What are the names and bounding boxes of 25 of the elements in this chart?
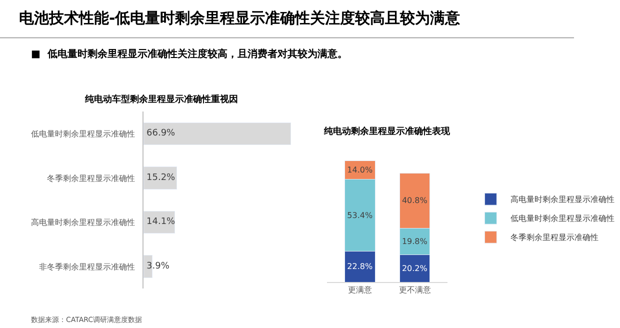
data-label: 3.9% — [146, 262, 170, 272]
data-label: 20.2% — [402, 264, 428, 273]
data-label: 66.9% — [146, 128, 176, 139]
y-tick-label: 冬季剩余里程显示准确性 — [46, 174, 135, 183]
data-label: 40.8% — [402, 196, 428, 206]
data-label: 53.4% — [347, 210, 373, 220]
legend-label: 低电量时剩余里程显示准确性 — [510, 214, 615, 224]
y-tick-label: 低电量时剩余里程显示准确性 — [30, 129, 135, 138]
data-label: 14.1% — [146, 217, 176, 228]
text: 电池技术性能-低电量时剩余里程显示准确性关注度较高且较为满意 — [19, 9, 462, 27]
chart-title: 纯电动车型剩余里程显示准确性重视因 — [84, 94, 238, 105]
legend-label: 冬季剩余里程显示准确性 — [510, 233, 599, 242]
chart-title: 纯电动剩余里程显示准确性表现 — [323, 126, 451, 137]
data-label: 15.2% — [146, 172, 176, 183]
y-tick-label: 非冬季剩余里程显示准确性 — [38, 262, 135, 272]
data-label: 19.8% — [402, 237, 428, 246]
x-tick-label: 更不满意 — [398, 286, 431, 295]
legend-label: 高电量时剩余里程显示准确性 — [510, 195, 615, 204]
data-label: 14.0% — [347, 165, 373, 174]
x-tick-label: 更满意 — [348, 286, 372, 295]
bar — [144, 166, 178, 190]
bar — [144, 122, 291, 145]
y-tick-label: 高电量时剩余里程显示准确性 — [30, 218, 135, 228]
data-label: 22.8% — [347, 262, 373, 272]
text: ■ 低电量时剩余里程显示准确性关注度较高，且消费者对其较为满意。 — [31, 48, 348, 60]
